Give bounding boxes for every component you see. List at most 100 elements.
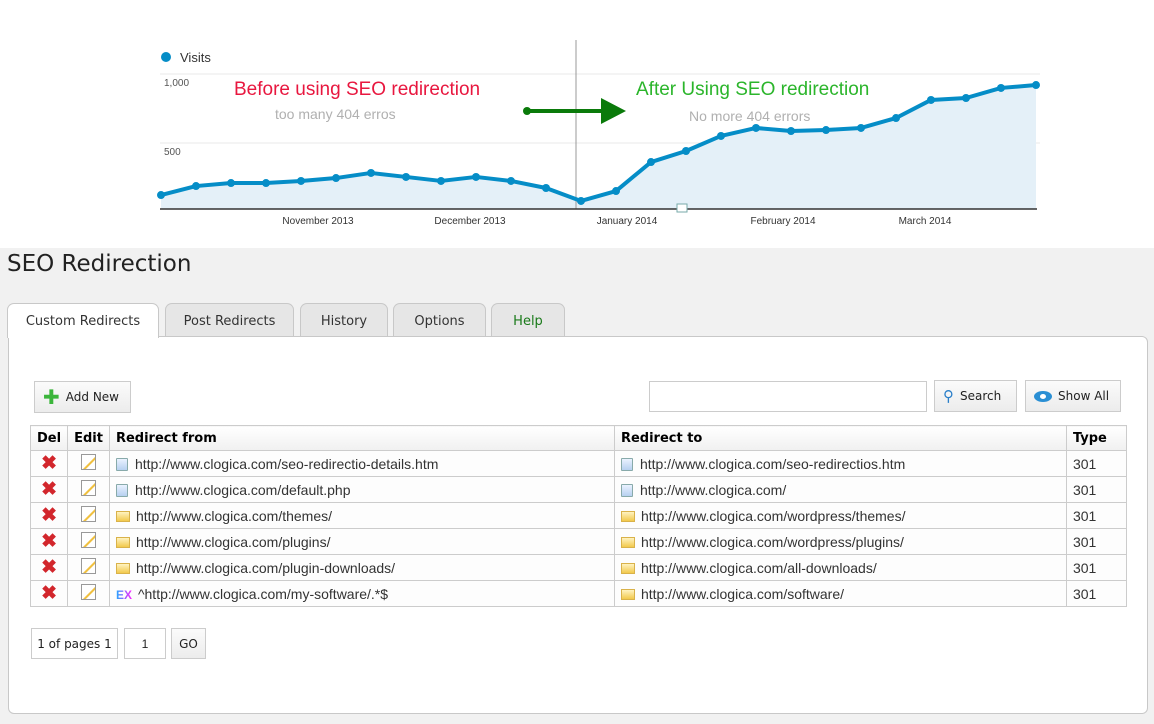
- col-edit: Edit: [67, 425, 110, 451]
- table-row: ✖ EX ^http://www.clogica.com/my-software/…: [29, 580, 1128, 607]
- show-all-button[interactable]: Show All: [1025, 380, 1121, 412]
- data-point: [892, 114, 900, 123]
- redirect-from-cell: http://www.clogica.com/plugins/: [108, 528, 615, 555]
- page-info: 1 of pages 1: [31, 628, 118, 659]
- x-tick-label: March 2014: [899, 216, 952, 227]
- table-row: ✖ http://www.clogica.com/plugin-download…: [29, 554, 1128, 581]
- col-del: Del: [29, 425, 69, 451]
- edit-icon[interactable]: [81, 454, 96, 470]
- file-icon: [620, 457, 633, 471]
- after-annotation-title: After Using SEO redirection: [636, 79, 870, 100]
- legend-dot: [161, 52, 171, 62]
- tab-options[interactable]: Options: [393, 303, 486, 336]
- file-icon: [115, 483, 128, 497]
- after-annotation-subtitle: No more 404 errors: [689, 108, 811, 124]
- col-redirect-from: Redirect from: [108, 425, 615, 451]
- y-tick-label: 500: [164, 147, 181, 158]
- data-point: [367, 168, 375, 177]
- edit-icon[interactable]: [81, 506, 96, 522]
- redirect-type: 301: [1065, 528, 1128, 555]
- go-button[interactable]: GO: [171, 628, 206, 659]
- redirect-to-cell: http://www.clogica.com/all-downloads/: [613, 554, 1067, 581]
- folder-icon: [620, 588, 635, 600]
- search-label: Search: [960, 389, 1002, 403]
- col-type: Type: [1065, 425, 1128, 451]
- data-point: [332, 174, 340, 183]
- tab-history[interactable]: History: [300, 303, 388, 336]
- redirect-from: http://www.clogica.com/default.php: [134, 481, 351, 498]
- redirect-from-cell: http://www.clogica.com/seo-redirectio-de…: [108, 450, 615, 477]
- edit-icon[interactable]: [81, 532, 96, 548]
- folder-icon: [115, 562, 130, 574]
- delete-icon[interactable]: ✖: [41, 453, 57, 474]
- data-point: [507, 176, 515, 185]
- delete-icon[interactable]: ✖: [41, 531, 57, 552]
- file-icon: [115, 457, 128, 471]
- add-new-label: Add New: [65, 390, 119, 404]
- file-icon: [620, 483, 633, 497]
- data-point: [822, 126, 830, 135]
- y-tick-label: 1,000: [164, 78, 189, 89]
- tab-help[interactable]: Help: [491, 303, 565, 336]
- redirect-from-cell: http://www.clogica.com/default.php: [108, 476, 615, 503]
- delete-icon[interactable]: ✖: [41, 557, 57, 578]
- table-row: ✖ http://www.clogica.com/plugins/ http:/…: [29, 528, 1128, 555]
- page-number-input[interactable]: [124, 628, 166, 659]
- data-point: [227, 179, 235, 188]
- redirect-type: 301: [1065, 580, 1128, 607]
- redirect-type: 301: [1065, 450, 1128, 477]
- redirect-to-cell: http://www.clogica.com/wordpress/themes/: [613, 502, 1067, 529]
- redirect-to-cell: http://www.clogica.com/software/: [613, 580, 1067, 607]
- data-point: [787, 126, 795, 135]
- data-point: [752, 123, 760, 132]
- folder-icon: [620, 562, 635, 574]
- regex-badge: EX: [115, 587, 132, 602]
- delete-icon[interactable]: ✖: [41, 583, 57, 604]
- data-point: [857, 123, 865, 132]
- data-point: [262, 179, 270, 188]
- redirect-type: 301: [1065, 554, 1128, 581]
- redirect-to: http://www.clogica.com/seo-redirectios.h…: [639, 455, 906, 472]
- redirect-type: 301: [1065, 502, 1128, 529]
- data-point: [682, 147, 690, 156]
- table-row: ✖ http://www.clogica.com/themes/ http://…: [29, 502, 1128, 529]
- redirects-table: Del Edit Redirect from Redirect to Type …: [29, 425, 1128, 607]
- delete-icon[interactable]: ✖: [41, 505, 57, 526]
- redirect-to-cell: http://www.clogica.com/: [613, 476, 1067, 503]
- data-point: [157, 191, 165, 200]
- folder-icon: [115, 536, 130, 548]
- redirect-to-cell: http://www.clogica.com/seo-redirectios.h…: [613, 450, 1067, 477]
- data-point: [542, 183, 550, 192]
- folder-icon: [115, 510, 130, 522]
- redirect-to: http://www.clogica.com/wordpress/themes/: [640, 507, 906, 524]
- data-point: [927, 95, 935, 104]
- search-button[interactable]: ⚲ Search: [934, 380, 1017, 412]
- add-new-button[interactable]: ✚ Add New: [34, 381, 131, 413]
- tab-custom-redirects[interactable]: Custom Redirects: [7, 303, 159, 338]
- redirect-to: http://www.clogica.com/: [639, 481, 787, 498]
- edit-icon[interactable]: [81, 480, 96, 496]
- redirect-from-cell: EX ^http://www.clogica.com/my-software/.*…: [108, 580, 615, 607]
- redirect-from: ^http://www.clogica.com/my-software/.*$: [137, 585, 389, 602]
- redirect-to: http://www.clogica.com/software/: [640, 585, 845, 602]
- redirect-from-cell: http://www.clogica.com/themes/: [108, 502, 615, 529]
- before-annotation-title: Before using SEO redirection: [234, 79, 481, 100]
- series-line: [160, 83, 1037, 203]
- col-redirect-to: Redirect to: [613, 425, 1067, 451]
- redirect-to: http://www.clogica.com/all-downloads/: [640, 559, 877, 576]
- x-tick-label: January 2014: [597, 216, 658, 227]
- eye-icon: [1034, 390, 1052, 402]
- data-point: [472, 172, 480, 181]
- delete-icon[interactable]: ✖: [41, 479, 57, 500]
- redirect-type: 301: [1065, 476, 1128, 503]
- search-input[interactable]: [649, 381, 927, 412]
- data-point: [297, 176, 305, 185]
- data-point: [192, 182, 200, 191]
- data-point: [647, 158, 655, 167]
- data-point: [717, 131, 725, 140]
- edit-icon[interactable]: [81, 584, 96, 600]
- redirect-from-cell: http://www.clogica.com/plugin-downloads/: [108, 554, 615, 581]
- tab-post-redirects[interactable]: Post Redirects: [165, 303, 294, 336]
- edit-icon[interactable]: [81, 558, 96, 574]
- folder-icon: [620, 536, 635, 548]
